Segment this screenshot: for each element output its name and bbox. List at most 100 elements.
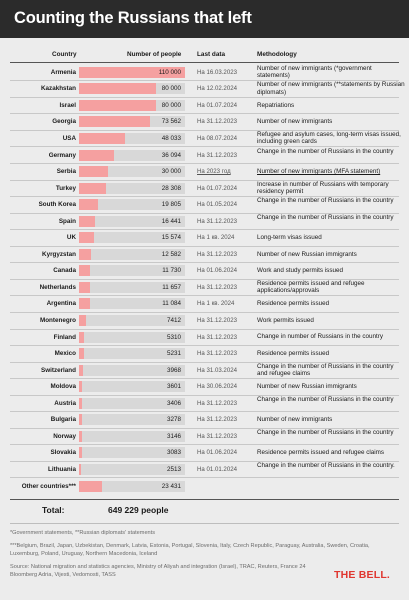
table-row: Bulgaria 3278 На 31.12.2023 Number of new i… — [0, 412, 409, 429]
row-divider — [10, 345, 399, 347]
date-label: На 01.07.2024 — [197, 184, 237, 192]
country-label: Kyrgyzstan — [42, 250, 76, 258]
country-label: Argentina — [46, 300, 76, 308]
bar-value-label: 3406 — [166, 399, 181, 407]
country-label: Israel — [59, 101, 76, 109]
table-row: South Korea 19 805 На 01.05.2024 Change in … — [0, 196, 409, 214]
country-label: USA — [62, 134, 76, 142]
bar-value-label: 48 033 — [161, 134, 181, 142]
table-row: Montenegro 7412 На 31.12.2023 Work permits … — [0, 312, 409, 330]
bar-value-label: 3146 — [166, 432, 181, 440]
table-row: USA 48 033 На 08.07.2024 Refugee and asylum… — [0, 130, 409, 148]
table-row: Armenia 110 000 На 16.03.2023 Number of new… — [0, 64, 409, 82]
date-label: На 1 кв. 2024 — [197, 300, 235, 308]
methodology-text: Residence permits issued and refugee cla… — [257, 449, 385, 457]
bar-track: 16 441 — [79, 215, 185, 227]
methodology-text: Change in the number of Russians in the … — [257, 395, 394, 403]
bar — [79, 364, 83, 376]
country-label: Bulgaria — [50, 416, 76, 424]
methodology-text: Change in number of Russians in the coun… — [257, 333, 384, 341]
bar-value-label: 3278 — [166, 416, 181, 424]
bar — [79, 182, 107, 194]
bar-value-label: 30 000 — [161, 168, 181, 176]
date-label: На 30.06.2024 — [197, 383, 237, 391]
row-divider — [10, 444, 399, 446]
bar — [79, 331, 85, 343]
row-divider — [10, 427, 399, 429]
country-label: Kazakhstan — [41, 85, 76, 93]
date-label: На 01.06.2024 — [197, 267, 237, 275]
bar-track: 11 084 — [79, 298, 185, 310]
title-bar: Counting the Russians that left — [0, 0, 409, 38]
table-row: Turkey 28 308 На 01.07.2024 Increase in num… — [0, 180, 409, 198]
methodology-text: Work and study permits issued — [257, 267, 343, 275]
table-row: Austria 3406 На 31.12.2023 Change in the nu… — [0, 395, 409, 413]
bar — [79, 66, 185, 78]
methodology-text: Residence permits issued and refugee app… — [257, 279, 365, 295]
bar — [79, 166, 108, 178]
country-label: Slovakia — [50, 449, 76, 457]
date-label: На 31.12.2023 — [197, 283, 237, 291]
bar-track: 5310 — [79, 331, 185, 343]
bar-value-label: 23 431 — [161, 482, 181, 490]
table-row: Moldova 3601 На 30.06.2024 Number of new Ru… — [0, 378, 409, 396]
row-divider — [10, 229, 399, 231]
country-label: Norway — [53, 432, 76, 440]
bar-value-label: 5231 — [166, 350, 181, 358]
row-divider — [10, 411, 399, 413]
table-row: Israel 80 000 На 01.07.2024 Repatriations — [0, 97, 409, 115]
bar-value-label: 7412 — [166, 317, 181, 325]
bar-value-label: 12 582 — [161, 250, 181, 258]
bar-value-label: 2513 — [166, 465, 181, 473]
bar — [79, 116, 150, 128]
bar-track: 11 657 — [79, 281, 185, 293]
bar-track: 23 431 — [79, 480, 185, 492]
bar-value-label: 80 000 — [161, 85, 181, 93]
country-label: Armenia — [50, 68, 76, 76]
row-divider — [10, 146, 399, 148]
bar-track: 7412 — [79, 315, 185, 327]
chart-title: Counting the Russians that left — [14, 9, 252, 27]
country-label: Georgia — [52, 118, 76, 126]
bar-track: 80 000 — [79, 83, 185, 95]
footnote-sources-statements: *Government statements, **Russian diplom… — [10, 530, 156, 536]
bar-value-label: 3083 — [166, 449, 181, 457]
table-row: Canada 11 730 На 01.06.2024 Work and study … — [0, 263, 409, 280]
bar-track: 36 094 — [79, 149, 185, 161]
bar-track: 11 730 — [79, 265, 185, 277]
methodology-text: Change in the number of Russians in the … — [257, 461, 395, 469]
total-value: 649 229 people — [108, 505, 169, 515]
date-label: На 12.02.2024 — [197, 85, 237, 93]
the-bell-logo: THE BELL. — [334, 569, 391, 581]
date-label: На 31.03.2024 — [197, 366, 237, 374]
table-row: Finland 5310 На 31.12.2023 Change in number… — [0, 329, 409, 347]
country-label: Other countries*** — [21, 482, 76, 490]
date-label: На 31.12.2023 — [197, 432, 237, 440]
row-divider — [10, 278, 399, 280]
bar-value-label: 16 441 — [161, 217, 181, 225]
column-header-country: Country — [52, 51, 77, 58]
bar-track: 28 308 — [79, 182, 185, 194]
country-label: Montenegro — [39, 317, 76, 325]
row-divider — [10, 378, 399, 380]
row-divider — [10, 163, 399, 164]
bar — [79, 215, 95, 227]
date-label: На 31.12.2023 — [197, 151, 237, 159]
row-divider — [10, 328, 399, 330]
bar-value-label: 80 000 — [161, 101, 181, 109]
date-label: На 01.01.2024 — [197, 465, 237, 473]
bar-value-label: 36 094 — [161, 151, 181, 159]
bar-track: 3406 — [79, 397, 185, 409]
bar-track: 3968 — [79, 364, 185, 376]
bar — [79, 232, 94, 244]
row-divider — [10, 245, 399, 247]
row-divider — [10, 295, 399, 297]
row-divider — [10, 262, 399, 264]
bar — [79, 199, 99, 211]
bar-value-label: 3968 — [166, 366, 181, 374]
country-label: Germany — [48, 151, 76, 159]
country-label: Finland — [53, 333, 76, 341]
country-label: Moldova — [50, 383, 76, 391]
